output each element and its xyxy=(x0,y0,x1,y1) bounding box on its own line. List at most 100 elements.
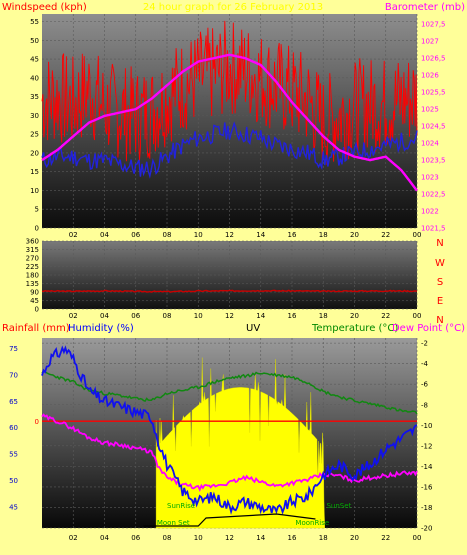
time-tick: 12 xyxy=(225,312,234,320)
rainfall-tick-labels: 0 xyxy=(35,418,39,426)
humidity-tick: 55 xyxy=(9,451,18,459)
humidity-tick: 45 xyxy=(9,503,18,511)
moon-path xyxy=(143,513,316,527)
time-tick: 02 xyxy=(69,231,78,239)
time-tick: 10 xyxy=(194,231,203,239)
compass-label: E xyxy=(437,296,443,307)
windspeed-tick: 50 xyxy=(30,37,39,45)
time-tick: 20 xyxy=(350,534,359,542)
barometer-tick: 1024 xyxy=(421,140,439,148)
time-tick: 04 xyxy=(100,534,109,542)
windspeed-tick: 55 xyxy=(30,18,39,26)
barometer-tick: 1022 xyxy=(421,208,439,216)
windspeed-tick: 5 xyxy=(35,206,39,214)
temperature-tick: -12 xyxy=(421,442,432,450)
windspeed-tick: 0 xyxy=(35,225,39,233)
barometer-tick: 1023 xyxy=(421,174,439,182)
time-tick-labels-direction: 02 04 06 08 10 12 14 16 18 20 22 00 xyxy=(69,312,422,320)
time-tick: 12 xyxy=(225,231,234,239)
direction-tick: 225 xyxy=(26,263,39,271)
time-tick: 14 xyxy=(256,312,265,320)
windspeed-tick: 10 xyxy=(30,187,39,195)
time-tick: 12 xyxy=(225,534,234,542)
barometer-tick: 1027,5 xyxy=(421,21,446,29)
time-tick: 08 xyxy=(163,231,172,239)
windspeed-tick: 30 xyxy=(30,112,39,120)
time-tick: 14 xyxy=(256,231,265,239)
temperature-series xyxy=(41,345,418,515)
direction-tick: 315 xyxy=(26,246,39,254)
barometer-tick: 1025 xyxy=(421,106,439,114)
direction-tick: 0 xyxy=(35,306,39,314)
barometer-tick-labels: 1021,5 1022 1022,5 1023 1023,5 1024 1024,5 1025… xyxy=(421,21,446,233)
temperature-tick: -4 xyxy=(421,360,429,368)
humidity-tick: 65 xyxy=(9,398,18,406)
humidity-tick-labels: 45 50 55 60 65 70 75 xyxy=(9,345,18,511)
direction-tick: 270 xyxy=(26,255,39,263)
rainfall-axis-label: Rainfall (mm) xyxy=(2,323,70,334)
windspeed-tick: 25 xyxy=(30,131,39,139)
direction-tick: 135 xyxy=(26,280,39,288)
compass-label: S xyxy=(437,277,443,288)
moonrise-label: MoonRise xyxy=(295,519,329,527)
direction-grid xyxy=(42,240,418,310)
moonset-label: Moon Set xyxy=(157,519,190,527)
temperature-tick: -8 xyxy=(421,401,428,409)
barometer-tick: 1027 xyxy=(421,38,439,46)
time-tick: 08 xyxy=(163,534,172,542)
uv-axis-label: UV xyxy=(246,323,260,334)
temperature-tick: -18 xyxy=(421,504,432,512)
humidity-tick: 60 xyxy=(9,424,18,432)
humidity-tick: 75 xyxy=(9,345,18,353)
time-tick: 18 xyxy=(319,534,328,542)
barometer-line xyxy=(41,53,418,192)
temperature-axis-label: Temperature (°C) xyxy=(311,323,398,334)
time-tick: 06 xyxy=(131,312,140,320)
time-tick: 20 xyxy=(350,312,359,320)
direction-tick: 90 xyxy=(30,289,39,297)
time-tick: 02 xyxy=(69,534,78,542)
time-tick: 18 xyxy=(319,231,328,239)
humidity-line xyxy=(41,345,418,515)
time-tick: 16 xyxy=(288,312,297,320)
barometer-tick: 1022,5 xyxy=(421,191,446,199)
time-tick-labels-temperature: 02 04 06 08 10 12 14 16 18 20 22 00 xyxy=(69,534,422,542)
rainfall-tick: 0 xyxy=(35,418,39,426)
gust-line xyxy=(41,20,418,165)
windspeed-tick-labels: 0 5 10 15 20 25 30 35 40 45 50 55 xyxy=(30,18,39,232)
windspeed-axis-label: Windspeed (kph) xyxy=(2,2,87,13)
barometer-tick: 1024,5 xyxy=(421,123,446,131)
time-tick-labels-wind: 02 04 06 08 10 12 14 16 18 20 22 00 xyxy=(69,231,422,239)
time-tick: 10 xyxy=(194,534,203,542)
direction-tick: 45 xyxy=(30,297,39,305)
time-tick: 02 xyxy=(69,312,78,320)
compass-label: N xyxy=(436,238,443,249)
temperature-line xyxy=(41,370,418,415)
time-tick: 06 xyxy=(131,534,140,542)
barometer-tick: 1023,5 xyxy=(421,157,446,165)
time-tick: 06 xyxy=(131,231,140,239)
windspeed-tick: 20 xyxy=(30,149,39,157)
humidity-tick: 70 xyxy=(9,371,18,379)
barometer-tick: 1025,5 xyxy=(421,89,446,97)
direction-tick: 180 xyxy=(26,272,39,280)
time-tick: 00 xyxy=(413,312,422,320)
wind-series xyxy=(41,20,418,192)
dewpoint-axis-label: Dew Point (°C) xyxy=(392,323,465,334)
temperature-tick: -10 xyxy=(421,422,432,430)
direction-series xyxy=(41,289,418,293)
temperature-tick: -16 xyxy=(421,483,433,491)
time-tick: 16 xyxy=(288,231,297,239)
time-tick: 16 xyxy=(288,534,297,542)
time-tick: 08 xyxy=(163,312,172,320)
barometer-tick: 1026 xyxy=(421,72,439,80)
windspeed-tick: 45 xyxy=(30,56,39,64)
humidity-tick: 50 xyxy=(9,477,18,485)
temperature-tick: -20 xyxy=(421,525,432,533)
barometer-tick: 1026,5 xyxy=(421,55,446,63)
time-tick: 14 xyxy=(256,534,265,542)
temperature-tick: -2 xyxy=(421,340,428,348)
